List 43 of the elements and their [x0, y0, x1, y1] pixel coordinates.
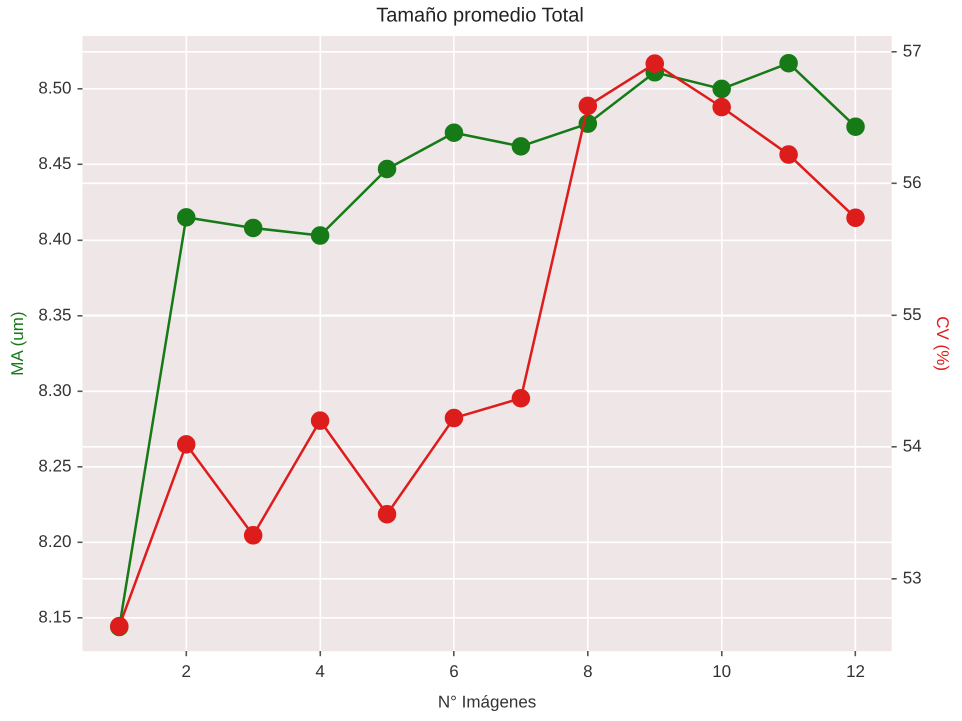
- x-axis-title: N° Imágenes: [438, 692, 536, 712]
- point: [712, 98, 731, 116]
- y-axis-title: MA (um): [8, 311, 27, 376]
- point: [846, 208, 865, 228]
- point: [176, 435, 196, 454]
- x-tick-label: 6: [449, 662, 459, 682]
- point: [244, 526, 262, 545]
- point: [310, 411, 330, 430]
- x-tick-label: 2: [181, 662, 191, 682]
- y-tick-label: 8.20: [38, 532, 72, 552]
- y2-tick-label: 54: [902, 436, 922, 456]
- y-tick-label: 8.25: [38, 456, 72, 476]
- y-tick-label: 8.40: [38, 230, 72, 249]
- point: [378, 160, 396, 178]
- x-tick-label: 10: [712, 662, 732, 682]
- chart-title: Tamaño promedio Total: [376, 4, 584, 27]
- point: [779, 145, 798, 164]
- point: [378, 504, 396, 524]
- y-tick-label: 8.30: [38, 380, 72, 400]
- y-tick-label: 8.45: [38, 154, 72, 174]
- y2-tick-label: 53: [902, 568, 922, 588]
- point: [712, 80, 731, 98]
- x-tick-label: 4: [315, 662, 325, 682]
- y-tick-label: 8.35: [38, 305, 72, 324]
- x-tick-label: 8: [583, 662, 593, 682]
- y2-axis-title: CV (%): [933, 316, 952, 371]
- point: [578, 96, 598, 116]
- point: [310, 226, 330, 245]
- point: [646, 54, 664, 73]
- point: [176, 208, 196, 227]
- point: [512, 389, 530, 408]
- y2-tick-label: 55: [902, 304, 922, 324]
- y2-tick-label: 56: [902, 173, 922, 192]
- point: [244, 218, 262, 238]
- y-tick-label: 8.50: [38, 78, 72, 98]
- y2-tick-label: 57: [902, 41, 922, 60]
- y-tick-label: 8.15: [38, 608, 72, 627]
- point: [779, 54, 798, 72]
- point: [846, 117, 865, 136]
- point: [444, 408, 464, 428]
- point: [444, 123, 464, 142]
- point: [512, 137, 530, 156]
- x-tick-label: 12: [846, 662, 866, 682]
